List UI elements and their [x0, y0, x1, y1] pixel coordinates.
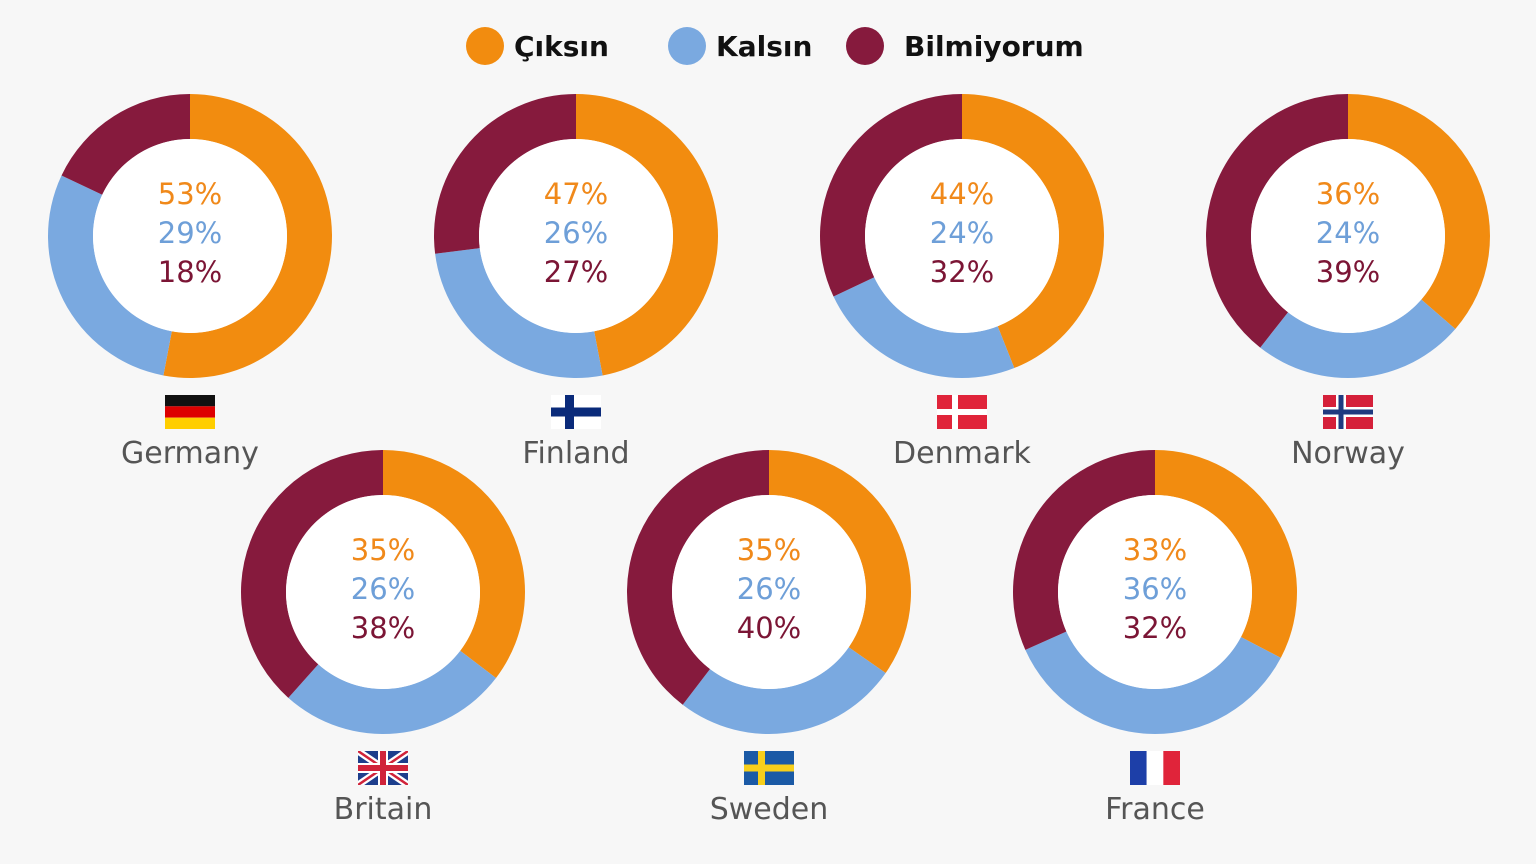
- country-label-sweden: Sweden: [709, 792, 829, 827]
- legend-item-leave: Çıksın: [466, 24, 609, 68]
- legend-label-dontknow: Bilmiyorum: [904, 29, 1084, 63]
- donut-sweden: 35% 26% 40%: [627, 450, 911, 734]
- slice-dontknow-france: [1013, 450, 1155, 650]
- pct-leave-label-sweden: 35%: [736, 533, 802, 567]
- legend-label-leave: Çıksın: [514, 29, 609, 63]
- pct-dontknow-label-france: 32%: [1122, 611, 1188, 645]
- pct-dontknow-label-sweden: 40%: [736, 611, 802, 645]
- country-label-finland: Finland: [522, 436, 630, 471]
- country-label-norway: Norway: [1291, 436, 1405, 471]
- pct-dontknow-label-norway: 39%: [1315, 255, 1381, 289]
- france-flag-icon: [1130, 751, 1180, 785]
- slice-stay-denmark: [833, 277, 1015, 378]
- pct-dontknow-label-denmark: 32%: [929, 255, 995, 289]
- donut-hole-france: [1058, 495, 1252, 689]
- slice-stay-germany: [47, 175, 172, 376]
- legend-dot-stay-icon: [668, 27, 706, 65]
- slice-dontknow-finland: [434, 94, 576, 254]
- slice-stay-sweden: [682, 647, 886, 734]
- pct-leave-label-germany: 53%: [157, 177, 223, 211]
- donut-svg-norway: [1206, 94, 1490, 378]
- pct-stay-label-sweden: 26%: [736, 572, 802, 606]
- pct-dontknow-label-finland: 27%: [543, 255, 609, 289]
- donut-france: 33% 36% 32%: [1013, 450, 1297, 734]
- country-label-germany: Germany: [121, 436, 259, 471]
- pct-leave-label-britain: 35%: [350, 533, 416, 567]
- pct-leave-label-denmark: 44%: [929, 177, 995, 211]
- legend-label-stay: Kalsın: [716, 29, 813, 63]
- pct-leave-label-france: 33%: [1122, 533, 1188, 567]
- pct-stay-label-denmark: 24%: [929, 216, 995, 250]
- donut-hole-finland: [479, 139, 673, 333]
- germany-flag-icon: [165, 395, 215, 429]
- slice-dontknow-britain: [241, 450, 383, 698]
- slice-leave-finland: [576, 94, 718, 376]
- pct-dontknow-label-britain: 38%: [350, 611, 416, 645]
- donut-svg-sweden: [627, 450, 911, 734]
- donut-finland: 47% 26% 27%: [434, 94, 718, 378]
- donut-svg-france: [1013, 450, 1297, 734]
- slice-stay-britain: [288, 650, 496, 734]
- slice-stay-france: [1025, 631, 1281, 734]
- donut-hole-norway: [1251, 139, 1445, 333]
- donut-hole-sweden: [672, 495, 866, 689]
- pct-dontknow-label-germany: 18%: [157, 255, 223, 289]
- legend: Çıksın Kalsın Bilmiyorum: [0, 18, 1536, 74]
- legend-dot-leave-icon: [466, 27, 504, 65]
- slice-leave-france: [1155, 450, 1297, 658]
- pct-stay-label-germany: 29%: [157, 216, 223, 250]
- norway-flag-icon: [1323, 395, 1373, 429]
- slice-leave-sweden: [769, 450, 911, 673]
- legend-item-stay: Kalsın: [668, 24, 812, 68]
- denmark-flag-icon: [937, 395, 987, 429]
- donut-britain: 35% 26% 38%: [241, 450, 525, 734]
- slice-leave-britain: [383, 450, 525, 678]
- slice-leave-denmark: [962, 94, 1104, 369]
- donut-germany: 53% 29% 18%: [47, 94, 333, 378]
- slice-leave-norway: [1348, 94, 1490, 329]
- donut-svg-denmark: [820, 94, 1104, 378]
- donut-hole-britain: [286, 495, 480, 689]
- donut-hole-germany: [93, 139, 287, 333]
- finland-flag-icon: [551, 395, 601, 429]
- donut-svg-germany: [47, 94, 333, 378]
- pct-stay-label-france: 36%: [1122, 572, 1188, 606]
- pct-stay-label-britain: 26%: [350, 572, 416, 606]
- donut-norway: 36% 24% 39%: [1206, 94, 1490, 378]
- pct-stay-label-norway: 24%: [1315, 216, 1381, 250]
- slice-stay-norway: [1260, 299, 1456, 378]
- legend-dot-dontknow-icon: [846, 27, 884, 65]
- donut-hole-denmark: [865, 139, 1059, 333]
- slice-stay-finland: [435, 248, 603, 378]
- pct-leave-label-norway: 36%: [1315, 177, 1381, 211]
- britain-flag-icon: [358, 751, 408, 785]
- slice-dontknow-norway: [1206, 94, 1348, 348]
- slice-dontknow-denmark: [820, 94, 962, 297]
- donut-svg-finland: [434, 94, 718, 378]
- slice-dontknow-sweden: [627, 450, 769, 705]
- slice-dontknow-germany: [61, 94, 190, 195]
- country-label-denmark: Denmark: [893, 436, 1031, 471]
- country-label-britain: Britain: [333, 792, 433, 827]
- donut-svg-britain: [241, 450, 525, 734]
- slice-leave-germany: [163, 94, 333, 378]
- country-label-france: France: [1105, 792, 1205, 827]
- pct-stay-label-finland: 26%: [543, 216, 609, 250]
- legend-item-dontknow: Bilmiyorum: [846, 24, 1084, 68]
- pct-leave-label-finland: 47%: [543, 177, 609, 211]
- donut-denmark: 44% 24% 32%: [820, 94, 1104, 378]
- sweden-flag-icon: [744, 751, 794, 785]
